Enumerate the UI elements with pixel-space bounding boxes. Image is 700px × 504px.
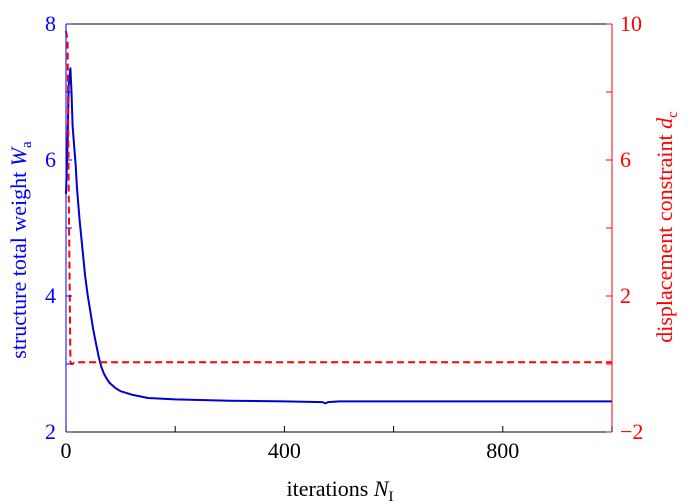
x-axis-label: iterations NI: [286, 476, 393, 504]
y-axis-left-label: structure total weight Wa: [6, 141, 35, 359]
x-tick-label: 0: [61, 438, 72, 463]
y-left-tick-label: 8: [45, 11, 56, 36]
y-right-tick-label: −2: [620, 419, 643, 444]
y-axis-right-label: displacement constraint dc: [652, 111, 681, 343]
y-right-tick-label: 10: [620, 11, 642, 36]
x-tick-label: 400: [268, 438, 301, 463]
series-line-constraint: [65, 30, 612, 365]
y-right-tick-label: 6: [620, 147, 631, 172]
y-left-tick-label: 6: [45, 147, 56, 172]
y-left-tick-label: 4: [45, 283, 56, 308]
y-left-tick-label: 2: [45, 419, 56, 444]
series-line-weight: [65, 67, 612, 405]
x-tick-label: 800: [486, 438, 519, 463]
y-right-tick-label: 2: [620, 283, 631, 308]
